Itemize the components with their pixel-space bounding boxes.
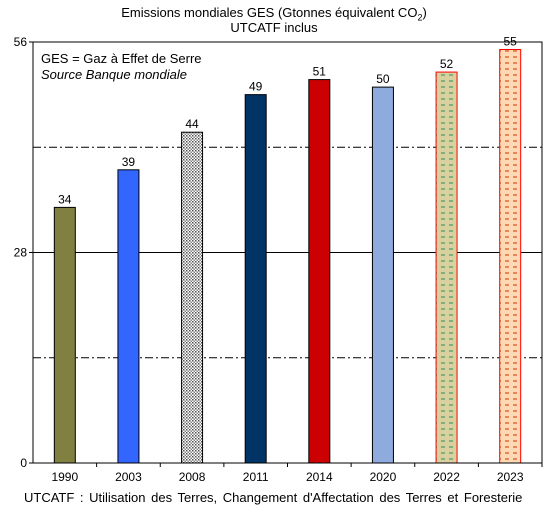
chart-title-close: ) [422, 5, 427, 20]
chart-title-subscript: 2 [417, 12, 423, 23]
x-tick-label-2020: 2020 [370, 470, 397, 484]
bar-2011 [244, 94, 267, 464]
bar-2008 [181, 131, 204, 464]
x-tick-label-2014: 2014 [306, 470, 333, 484]
x-tick-label-2011: 2011 [243, 470, 269, 484]
chart-title-text: Emissions mondiales GES (Gtonnes équival… [121, 5, 418, 20]
chart-subtitle: UTCATF inclus [230, 20, 318, 35]
data-label-1990: 34 [58, 192, 72, 206]
bar-2020 [371, 86, 394, 464]
annotation-definition: GES = Gaz à Effet de Serre [41, 51, 202, 66]
bar-2014 [308, 79, 331, 464]
data-label-2014: 51 [313, 65, 327, 79]
x-tick-label-2023: 2023 [497, 470, 524, 484]
x-tick-label-2008: 2008 [179, 470, 206, 484]
bar-2023 [499, 49, 522, 464]
chart-title: Emissions mondiales GES (Gtonnes équival… [0, 5, 548, 26]
data-label-2020: 50 [376, 72, 390, 86]
x-tick-label-2022: 2022 [433, 470, 460, 484]
x-tick-label-1990: 1990 [51, 470, 78, 484]
data-label-2022: 52 [440, 57, 454, 71]
chart-annotation: GES = Gaz à Effet de Serre Source Banque… [41, 51, 202, 83]
bar-2003 [117, 169, 140, 464]
y-tick-label-0: 0 [20, 456, 27, 470]
bar-1990 [53, 206, 76, 464]
data-label-2003: 39 [122, 155, 136, 169]
data-label-2011: 49 [249, 80, 263, 94]
annotation-source: Source Banque mondiale [41, 67, 187, 82]
x-tick-label-2003: 2003 [115, 470, 142, 484]
y-tick-label-28: 28 [14, 246, 28, 260]
data-label-2008: 44 [185, 117, 199, 131]
bar-2022 [435, 71, 458, 464]
footer-note: UTCATF : Utilisation des Terres, Changem… [24, 490, 523, 505]
y-tick-label-56: 56 [14, 35, 28, 49]
